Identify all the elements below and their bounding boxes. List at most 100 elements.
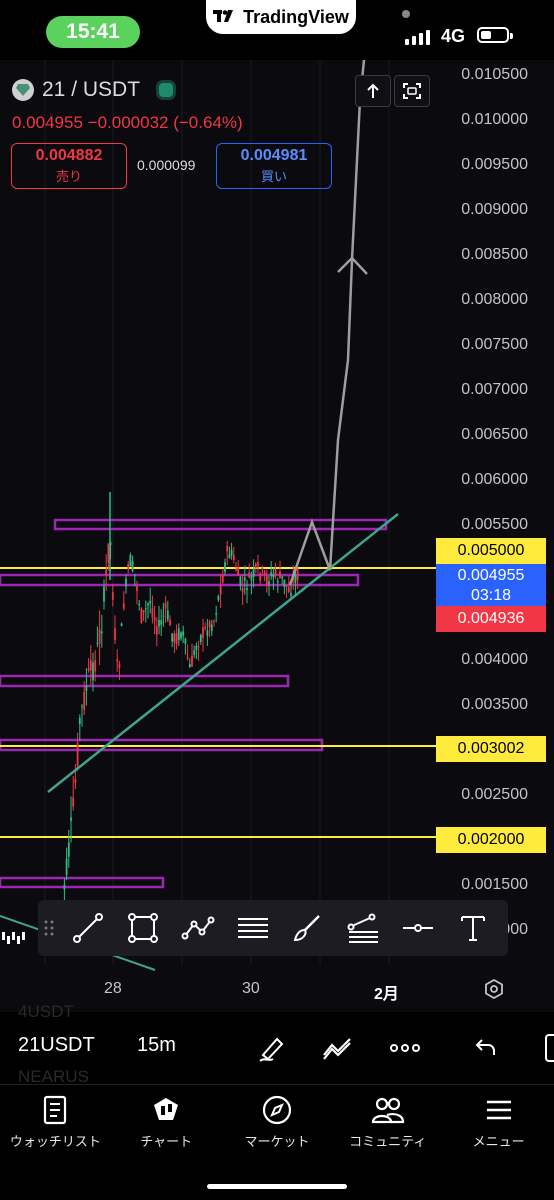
candle-body xyxy=(118,664,121,668)
tradingview-pill[interactable]: TradingView xyxy=(206,0,356,34)
path-tool[interactable] xyxy=(170,900,225,956)
candle-body xyxy=(111,592,114,600)
measure-icon xyxy=(347,913,378,943)
price-chart[interactable] xyxy=(0,60,554,1010)
status-bar: 15:41 TradingView 4G xyxy=(0,0,554,60)
candle-body xyxy=(246,588,248,591)
candle-body xyxy=(76,742,79,766)
sell-button[interactable]: 0.004882 売り xyxy=(11,143,127,189)
indicators-button[interactable] xyxy=(319,1030,355,1066)
bottom-symbol-selector[interactable]: 21USDT xyxy=(18,1034,95,1056)
candle-body xyxy=(259,573,262,581)
chart-pane[interactable]: 0.010500 0.010000 0.009500 0.009000 0.008500… xyxy=(0,60,554,1010)
layout-button[interactable] xyxy=(530,1030,554,1066)
scroll-up-button[interactable] xyxy=(355,75,391,107)
tab-chart[interactable]: チャート xyxy=(111,1085,222,1200)
candle-body xyxy=(177,628,180,640)
more-options-button[interactable] xyxy=(387,1030,423,1066)
tab-watchlist[interactable]: ウォッチリスト xyxy=(0,1085,111,1200)
horizontal-line-tool[interactable] xyxy=(390,900,445,956)
candle-body xyxy=(72,797,75,807)
price-tag-level-3002: 0.003002 xyxy=(436,736,546,762)
undo-icon xyxy=(475,1039,495,1055)
brush-tool[interactable] xyxy=(280,900,335,956)
tab-markets-label: マーケット xyxy=(244,1135,310,1150)
buy-price: 0.004981 xyxy=(240,147,308,164)
trend-line-tool[interactable] xyxy=(60,900,115,956)
rectangle-tool[interactable] xyxy=(115,900,170,956)
candle-body xyxy=(158,619,160,627)
candle-body xyxy=(283,579,286,588)
sell-label: 売り xyxy=(55,169,82,184)
tab-menu[interactable]: メニュー xyxy=(443,1085,554,1200)
text-tool[interactable] xyxy=(445,900,500,956)
candle-body xyxy=(191,655,193,667)
price-axis-label: 0.010500 xyxy=(461,66,528,83)
price-tag-level-5000: 0.005000 xyxy=(436,538,546,564)
candle-body xyxy=(290,592,292,596)
candle-body xyxy=(120,623,123,627)
candle-body xyxy=(89,660,92,671)
bar-countdown: 03:18 xyxy=(470,587,512,604)
projection-path xyxy=(288,60,366,586)
battery-icon xyxy=(477,27,513,43)
candle-body xyxy=(83,691,86,710)
buy-button[interactable]: 0.004981 買い xyxy=(216,143,332,189)
price-change: −0.000032 xyxy=(87,113,169,132)
bottom-tab-bar: ウォッチリスト チャート マーケット コミュニティ メニュー xyxy=(0,1085,554,1200)
fib-tool[interactable] xyxy=(225,900,280,956)
candle-body xyxy=(193,650,196,655)
candle-body xyxy=(265,576,268,586)
candle-body xyxy=(147,603,149,606)
candle-body xyxy=(7,936,10,944)
candle-body xyxy=(188,664,191,668)
candle-body xyxy=(131,561,134,571)
candle-body xyxy=(164,602,167,609)
toolbar-drag-handle[interactable] xyxy=(38,919,60,937)
candle-body xyxy=(296,569,299,581)
fib-retracement-icon xyxy=(237,918,268,938)
candle-body xyxy=(103,586,105,602)
candle-body xyxy=(116,659,119,662)
price-change-pct: (−0.64%) xyxy=(173,113,243,132)
candle-body xyxy=(81,705,83,707)
tab-watchlist-label: ウォッチリスト xyxy=(9,1135,101,1150)
fullscreen-button[interactable] xyxy=(394,75,430,107)
sell-price: 0.004882 xyxy=(35,147,103,164)
symbol-header[interactable]: 21 / USDT xyxy=(12,78,177,102)
home-indicator xyxy=(207,1184,347,1189)
ghost-symbol-below: NEARUS xyxy=(18,1067,89,1086)
candle-body xyxy=(213,621,215,623)
candle-body xyxy=(199,634,202,642)
candle-body xyxy=(122,603,125,609)
candle-body xyxy=(92,662,94,681)
measure-tool[interactable] xyxy=(335,900,390,956)
candle-body xyxy=(202,627,204,638)
price-axis-label: 0.008000 xyxy=(461,291,528,308)
candle-body xyxy=(257,562,259,566)
tradingview-pill-label: TradingView xyxy=(243,7,349,27)
current-price: 0.004955 xyxy=(457,567,525,584)
price-axis-label: 0.006000 xyxy=(461,471,528,488)
drawing-mode-button[interactable] xyxy=(254,1030,290,1066)
candle-body xyxy=(63,884,66,890)
drawing-toolbar xyxy=(38,900,508,956)
candle-body xyxy=(17,936,20,944)
tab-markets[interactable]: マーケット xyxy=(222,1085,333,1200)
supply-zone-top xyxy=(53,518,388,531)
candle-body xyxy=(226,545,229,552)
candle-body xyxy=(210,624,213,632)
candle-body xyxy=(160,620,163,625)
compass-icon xyxy=(262,1095,292,1125)
interval-selector[interactable]: 15m xyxy=(137,1034,176,1056)
candle-body xyxy=(215,613,218,615)
tab-community[interactable]: コミュニティ xyxy=(332,1085,443,1200)
demand-zone-mid xyxy=(0,674,290,688)
price-axis-label: 0.004000 xyxy=(461,651,528,668)
fullscreen-icon xyxy=(403,83,421,99)
undo-button[interactable] xyxy=(467,1030,503,1066)
candle-body xyxy=(219,584,222,595)
candle-body xyxy=(129,554,132,567)
price-axis-label: 0.010000 xyxy=(461,111,528,128)
